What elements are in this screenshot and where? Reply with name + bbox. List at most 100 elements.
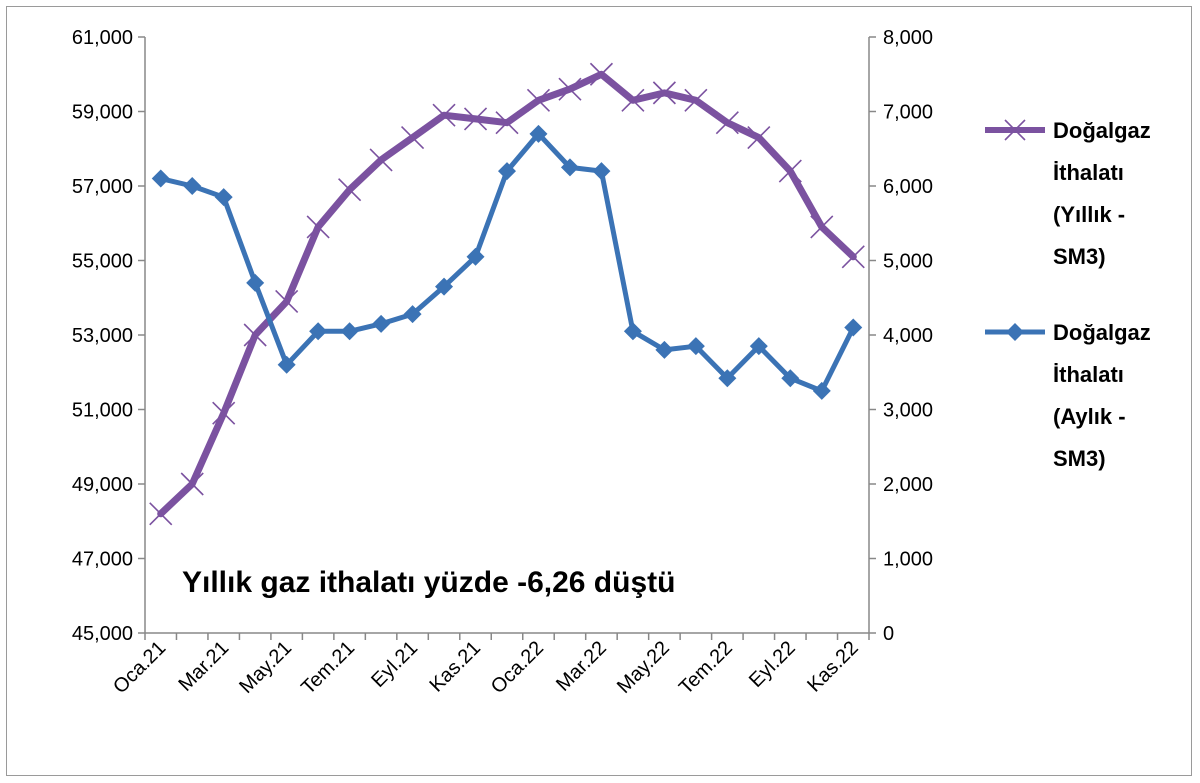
data-point (306, 215, 330, 239)
x-marker-stroke (275, 289, 299, 314)
series-1 (149, 62, 865, 526)
data-point (151, 169, 170, 188)
x-marker-stroke (243, 323, 267, 347)
legend-label-line: SM3) (1053, 244, 1106, 269)
legend-label-line: (Yıllık - (1053, 202, 1125, 227)
data-point (781, 369, 800, 388)
data-point (718, 369, 737, 388)
data-point (435, 277, 454, 296)
x-marker-stroke (338, 178, 362, 202)
x-tick-label: May.22 (613, 637, 674, 698)
left-tick-label: 51,000 (72, 400, 133, 422)
x-tick-label: Eyl.21 (367, 637, 422, 692)
x-tick-label: Tem.22 (675, 637, 737, 699)
data-point (592, 162, 611, 181)
x-tick-label: Tem.21 (297, 637, 359, 699)
x-marker-stroke (841, 245, 865, 269)
data-point (466, 247, 485, 266)
legend-label-line: Doğalgaz (1053, 320, 1151, 345)
data-point (684, 88, 708, 112)
legend-label-line: SM3) (1053, 446, 1106, 471)
series-group (149, 62, 865, 526)
right-tick-label: 7,000 (883, 102, 933, 124)
data-point (463, 107, 488, 131)
legend-entry-2: Doğalgaz İthalatı (Aylık - SM3) (985, 320, 1151, 471)
data-point (403, 305, 422, 324)
data-point (183, 177, 202, 195)
data-point (277, 355, 296, 374)
x-tick-label: Kas.21 (425, 637, 485, 697)
right-tick-label: 0 (883, 623, 894, 645)
right-tick-label: 8,000 (883, 27, 933, 49)
data-point (246, 273, 265, 292)
left-tick-label: 55,000 (72, 251, 133, 273)
x-marker-stroke (306, 215, 330, 239)
x-marker-stroke (652, 81, 676, 105)
data-point (400, 126, 425, 150)
legend-label-line: İthalatı (1053, 362, 1124, 387)
data-point (495, 111, 519, 135)
data-point (309, 322, 328, 341)
right-tick-label: 3,000 (883, 400, 933, 422)
data-point (432, 103, 456, 127)
x-marker-stroke (180, 472, 204, 496)
legend-label-line: Doğalgaz (1053, 118, 1151, 143)
left-tick-label: 59,000 (72, 102, 133, 124)
axes (138, 36, 876, 640)
x-tick-label: Oca.22 (487, 637, 548, 698)
data-point (749, 337, 768, 356)
data-point (812, 381, 831, 400)
right-tick-label: 5,000 (883, 251, 933, 273)
left-tick-label: 45,000 (72, 623, 133, 645)
data-point (149, 502, 173, 526)
right-tick-label: 4,000 (883, 325, 933, 347)
x-marker-stroke (589, 62, 614, 86)
x-marker-stroke (810, 215, 834, 239)
x-marker-stroke (621, 88, 645, 112)
chart: 45,000 47,000 49,000 51,000 53,000 55,000 57,0… (72, 27, 1151, 699)
data-point (558, 77, 582, 101)
x-marker-stroke (369, 148, 393, 172)
data-point (340, 322, 359, 341)
data-point (623, 322, 642, 341)
x-marker-stroke (526, 88, 551, 112)
x-tick-label: Mar.22 (552, 637, 611, 696)
legend-marker (1004, 119, 1026, 141)
left-tick-label: 57,000 (72, 176, 133, 198)
x-marker-stroke (778, 159, 802, 183)
series-line (157, 70, 857, 518)
data-point (338, 178, 362, 202)
data-point (214, 188, 233, 207)
data-point (212, 401, 236, 425)
x-tick-label: Eyl.22 (745, 637, 800, 692)
data-point (275, 289, 299, 314)
data-point (529, 124, 548, 143)
data-point (369, 148, 393, 172)
data-point (686, 337, 705, 356)
data-point (810, 215, 834, 239)
x-marker-stroke (212, 401, 236, 425)
right-tick-label: 2,000 (883, 474, 933, 496)
x-marker-stroke (558, 77, 582, 101)
data-point (778, 159, 802, 183)
data-point (715, 111, 739, 135)
data-point (655, 340, 674, 359)
x-marker-stroke (149, 502, 173, 526)
left-tick-label: 47,000 (72, 549, 133, 571)
data-point (841, 245, 865, 269)
legend-label-line: İthalatı (1053, 160, 1124, 185)
legend-entry-1: Doğalgaz İthalatı (Yıllık - SM3) (985, 118, 1151, 269)
x-tick-label: May.21 (235, 637, 296, 698)
left-tick-label: 49,000 (72, 474, 133, 496)
chart-annotation: Yıllık gaz ithalatı yüzde -6,26 düştü (182, 566, 675, 599)
data-point (747, 126, 771, 150)
left-tick-label: 53,000 (72, 325, 133, 347)
data-point (180, 472, 204, 496)
x-marker-stroke (747, 126, 771, 150)
x-tick-label: Oca.21 (109, 637, 170, 698)
x-tick-label: Kas.22 (803, 637, 863, 697)
data-point (526, 88, 551, 112)
right-tick-label: 6,000 (883, 176, 933, 198)
x-marker-stroke (715, 111, 739, 135)
x-tick-label: Mar.21 (174, 637, 233, 696)
